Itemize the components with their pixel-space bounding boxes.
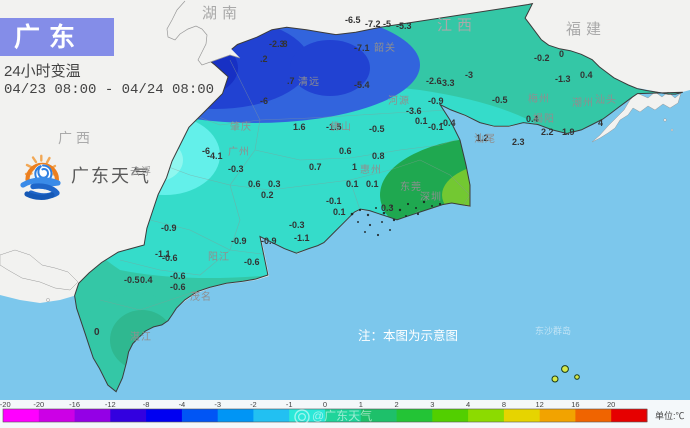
svg-text:0.1: 0.1: [415, 116, 428, 126]
svg-text:.8: .8: [280, 39, 288, 49]
svg-text:福建: 福建: [566, 21, 606, 38]
svg-text:-6: -6: [260, 96, 268, 106]
svg-text:江西: 江西: [437, 17, 477, 34]
svg-text:云浮: 云浮: [130, 166, 152, 178]
svg-text:0.6: 0.6: [248, 179, 261, 189]
svg-text:-1: -1: [286, 400, 293, 409]
svg-text:河源: 河源: [388, 94, 410, 107]
svg-text:潮州: 潮州: [572, 96, 594, 109]
svg-text:.7: .7: [287, 76, 295, 86]
svg-text:0.1: 0.1: [366, 179, 379, 189]
svg-text:-0.9: -0.9: [428, 96, 444, 106]
svg-text:-5: -5: [383, 19, 391, 29]
svg-text:3: 3: [430, 400, 434, 409]
svg-text:2: 2: [395, 400, 399, 409]
svg-text:佛山: 佛山: [330, 120, 352, 133]
svg-text:0.3: 0.3: [268, 179, 281, 189]
svg-text:茂名: 茂名: [190, 290, 212, 303]
svg-text:0: 0: [323, 400, 327, 409]
svg-text:-5.3: -5.3: [396, 21, 412, 31]
svg-text:0.4: 0.4: [580, 70, 593, 80]
svg-text:16: 16: [571, 400, 579, 409]
svg-text:汕尾: 汕尾: [474, 133, 496, 145]
svg-text:<-20: <-20: [0, 400, 11, 409]
svg-text:0.8: 0.8: [372, 151, 385, 161]
svg-text:-5.4: -5.4: [354, 80, 370, 90]
svg-text:-16: -16: [69, 400, 80, 409]
svg-text:0: 0: [559, 49, 564, 59]
svg-text:4: 4: [466, 400, 470, 409]
svg-text:-4: -4: [179, 400, 186, 409]
svg-text:.2: .2: [260, 54, 268, 64]
svg-text:-0.4: -0.4: [440, 118, 456, 128]
svg-text:湛江: 湛江: [130, 331, 152, 343]
svg-text:1: 1: [352, 162, 357, 172]
svg-text:-0.3: -0.3: [289, 220, 305, 230]
svg-text:-3.3: -3.3: [439, 78, 455, 88]
svg-text:0.4: 0.4: [140, 275, 153, 285]
svg-text:0.1: 0.1: [346, 179, 359, 189]
svg-text:-0.5: -0.5: [369, 124, 385, 134]
svg-text:0.2: 0.2: [261, 190, 274, 200]
svg-text:2.2: 2.2: [541, 127, 554, 137]
svg-text:0: 0: [94, 327, 100, 338]
svg-text:广东: 广东: [14, 22, 84, 52]
svg-text:东莞: 东莞: [400, 180, 422, 193]
svg-text:1.6: 1.6: [293, 122, 306, 132]
svg-text:-0.9: -0.9: [261, 236, 277, 246]
svg-text:-6.5: -6.5: [345, 15, 361, 25]
svg-text:-0.2: -0.2: [534, 53, 550, 63]
svg-text:-3: -3: [465, 70, 473, 80]
svg-text:梅州: 梅州: [528, 92, 550, 105]
svg-text:-3: -3: [214, 400, 221, 409]
svg-text:深圳: 深圳: [420, 191, 442, 203]
svg-text:-0.9: -0.9: [231, 236, 247, 246]
svg-text:12: 12: [536, 400, 544, 409]
svg-text:单位:℃: 单位:℃: [655, 410, 685, 421]
svg-text:-12: -12: [105, 400, 116, 409]
svg-text:-0.5: -0.5: [492, 95, 508, 105]
svg-text:清远: 清远: [298, 75, 320, 88]
svg-text:-7.1: -7.1: [354, 43, 370, 53]
svg-text:0.3: 0.3: [381, 203, 394, 213]
svg-text:-0.9: -0.9: [161, 223, 177, 233]
svg-text:揭阳: 揭阳: [533, 112, 555, 125]
svg-text:4: 4: [598, 118, 603, 128]
svg-text:-4.1: -4.1: [207, 151, 223, 161]
svg-text:-1.3: -1.3: [555, 74, 571, 84]
svg-text:-0.6: -0.6: [162, 253, 178, 263]
svg-text:-8: -8: [143, 400, 150, 409]
svg-text:-0.5: -0.5: [124, 275, 140, 285]
svg-text:@广东天气: @广东天气: [312, 408, 372, 423]
svg-text:-7.2: -7.2: [365, 19, 381, 29]
svg-text:韶关: 韶关: [374, 41, 396, 54]
svg-text:注：本图为示意图: 注：本图为示意图: [358, 328, 458, 343]
svg-text:广州: 广州: [228, 146, 250, 158]
svg-text:-0.1: -0.1: [326, 196, 342, 206]
svg-text:1: 1: [359, 400, 363, 409]
svg-text:-2: -2: [250, 400, 257, 409]
svg-text:0.6: 0.6: [339, 146, 352, 156]
svg-text:-0.6: -0.6: [244, 257, 260, 267]
svg-text:-3.6: -3.6: [406, 106, 422, 116]
svg-text:-1.1: -1.1: [294, 233, 310, 243]
svg-text:0.7: 0.7: [309, 162, 322, 172]
svg-text:阳江: 阳江: [208, 251, 230, 263]
svg-text:湖南: 湖南: [202, 5, 242, 22]
svg-text:汕头: 汕头: [595, 94, 617, 106]
svg-text:1.9: 1.9: [562, 127, 575, 137]
svg-text:-0.3: -0.3: [228, 164, 244, 174]
svg-text:东沙群岛: 东沙群岛: [535, 325, 571, 336]
svg-text:20: 20: [607, 400, 615, 409]
svg-text:0.1: 0.1: [333, 207, 346, 217]
svg-text:-0.6: -0.6: [170, 282, 186, 292]
svg-text:8: 8: [502, 400, 506, 409]
svg-text:2.3: 2.3: [512, 137, 525, 147]
svg-text:-20: -20: [33, 400, 44, 409]
svg-text:惠州: 惠州: [360, 163, 382, 176]
svg-text:-0.6: -0.6: [170, 271, 186, 281]
svg-text:肇庆: 肇庆: [230, 120, 252, 133]
